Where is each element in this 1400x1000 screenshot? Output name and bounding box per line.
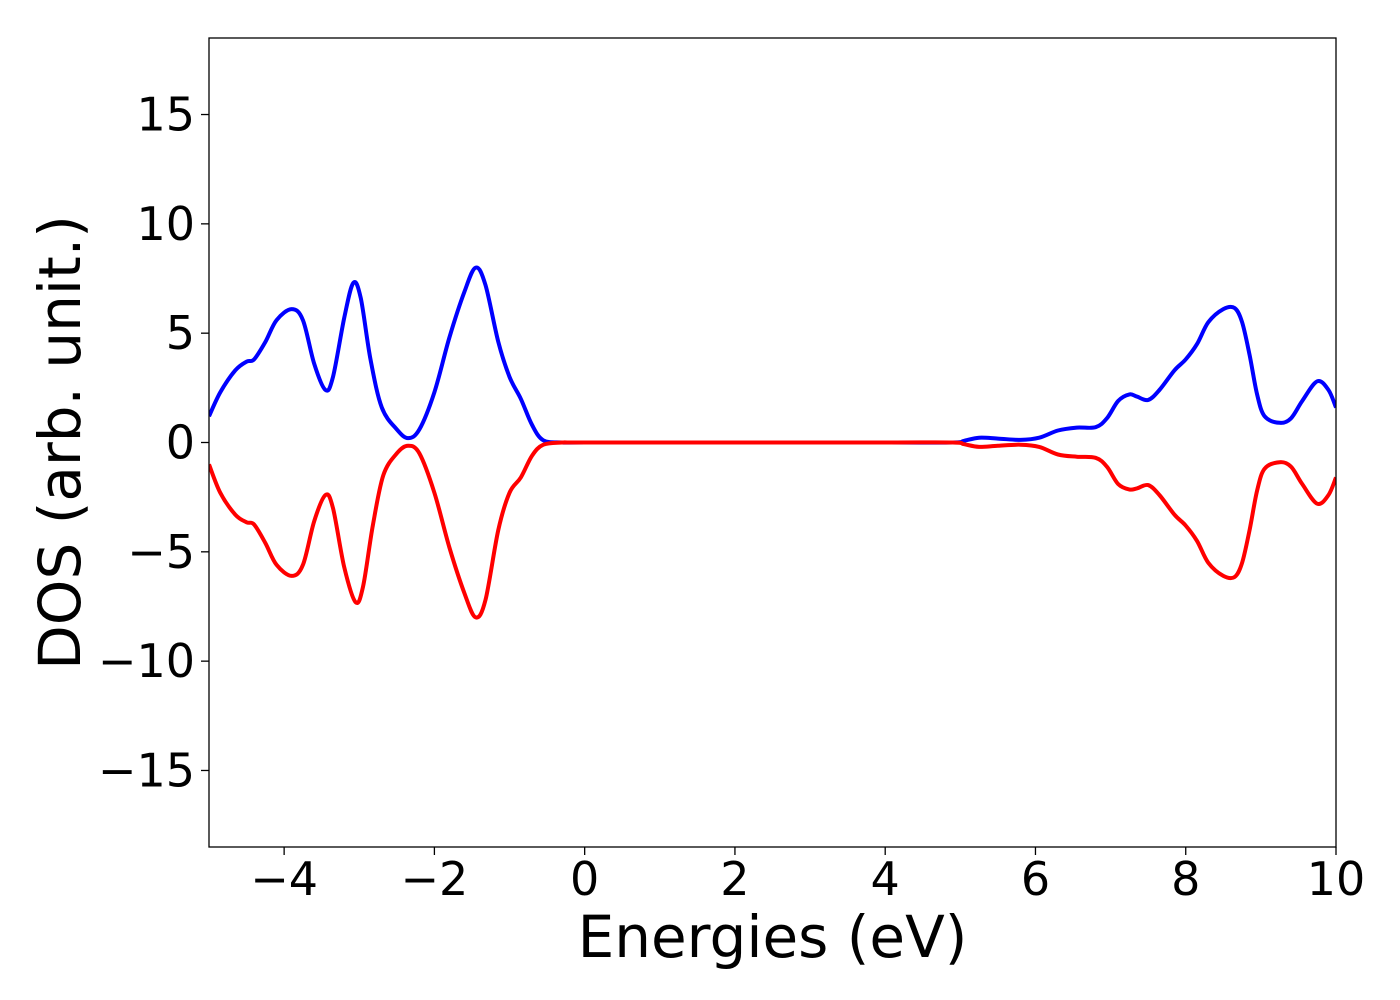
y-tick-label: −15 (98, 743, 195, 797)
x-axis: −4 −2 0 2 4 6 8 10 (250, 847, 1365, 906)
y-axis: −15 −10 −5 0 5 10 15 (98, 88, 209, 797)
series-line-down (209, 440, 1336, 620)
x-tick-label: 6 (1021, 852, 1050, 906)
plot-area (209, 265, 1336, 620)
y-tick-label: 15 (136, 88, 195, 142)
y-tick-label: 5 (166, 306, 195, 360)
x-tick-label: 8 (1171, 852, 1200, 906)
x-tick-label: 4 (871, 852, 900, 906)
x-tick-label: 0 (570, 852, 599, 906)
x-tick-label: −4 (250, 852, 318, 906)
x-axis-label: Energies (eV) (578, 903, 968, 971)
x-tick-label: −2 (400, 852, 468, 906)
y-tick-label: 10 (136, 197, 195, 251)
y-tick-label: −5 (127, 525, 195, 579)
x-tick-label: 10 (1307, 852, 1366, 906)
y-tick-label: 0 (166, 416, 195, 470)
y-tick-label: −10 (98, 634, 195, 688)
x-tick-label: 2 (720, 852, 749, 906)
series-line-up (209, 265, 1336, 445)
y-axis-label: DOS (arb. unit.) (26, 215, 94, 670)
